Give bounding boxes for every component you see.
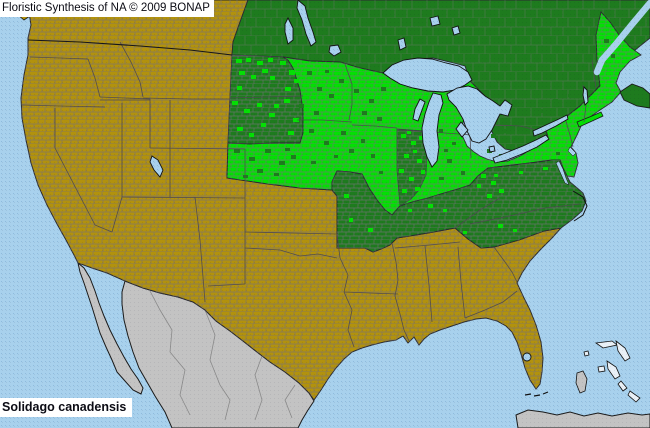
map-title: Floristic Synthesis of NA © 2009 BONAP bbox=[0, 0, 214, 17]
species-name-label: Solidago canadensis bbox=[0, 398, 133, 417]
